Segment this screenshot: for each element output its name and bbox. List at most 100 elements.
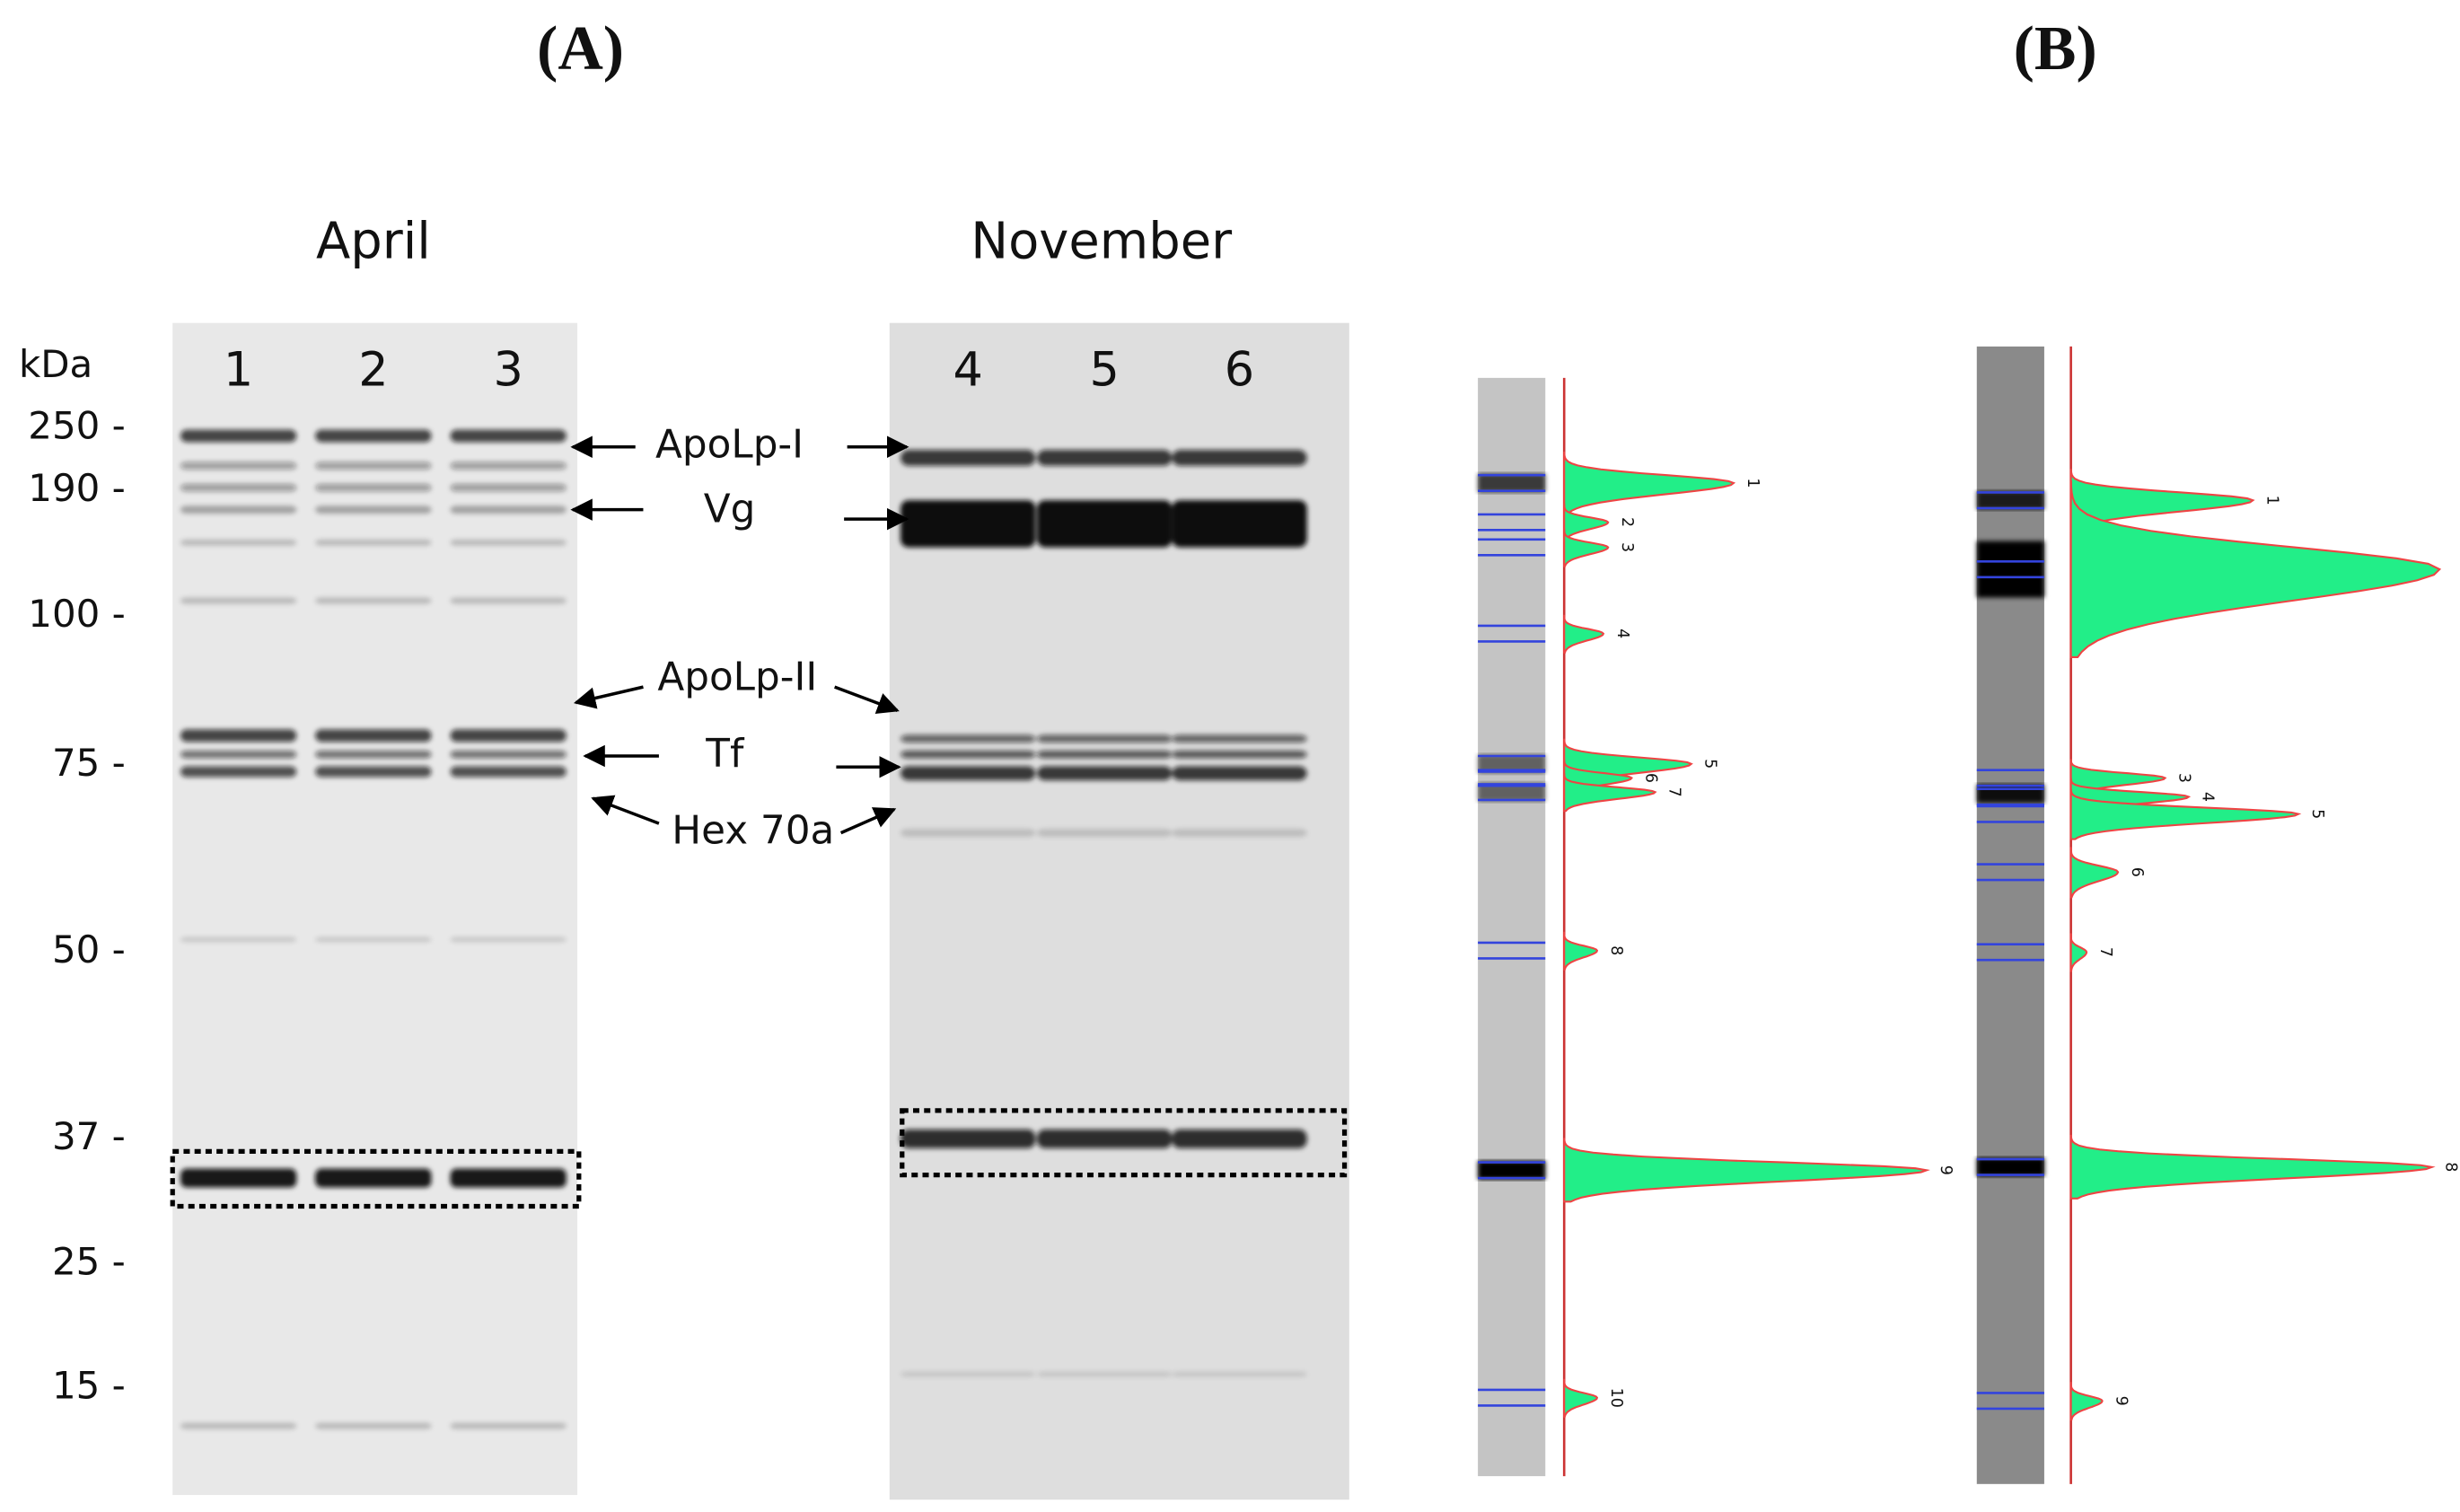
band <box>180 429 297 443</box>
peak-label: 1 <box>1744 478 1762 488</box>
peak <box>1563 773 1657 813</box>
strip-band <box>1976 784 2044 804</box>
lane-label: 4 <box>953 343 983 398</box>
band <box>450 539 567 546</box>
peak <box>2069 788 2302 840</box>
gel <box>889 322 1349 1500</box>
highlight-box <box>170 1148 582 1209</box>
band <box>180 539 297 546</box>
lane-strip <box>1976 346 2044 1484</box>
marker-label: 250 - <box>28 403 125 447</box>
band <box>1172 766 1307 781</box>
band <box>901 766 1036 781</box>
band <box>450 750 567 759</box>
lane-strip <box>1478 377 1546 1477</box>
peak <box>1563 931 1599 971</box>
peak <box>2069 1134 2436 1200</box>
band <box>1037 829 1173 837</box>
band <box>315 1168 432 1188</box>
band <box>315 483 432 492</box>
band <box>450 462 567 470</box>
peak-label: 4 <box>1613 629 1631 638</box>
peak-label: 4 <box>2199 792 2217 802</box>
band <box>180 936 297 943</box>
unit-label: kDa <box>19 342 92 386</box>
peak <box>1563 614 1605 654</box>
peak-label: 1 <box>2262 496 2280 505</box>
lane-label: 2 <box>358 343 388 398</box>
marker-label: 37 - <box>52 1114 126 1158</box>
peak <box>2069 480 2442 658</box>
peak <box>2069 933 2088 972</box>
band <box>1037 750 1173 759</box>
gel-title: April <box>316 212 431 270</box>
peak <box>1563 1378 1599 1418</box>
band <box>315 505 432 514</box>
band <box>180 750 297 759</box>
band <box>450 429 567 443</box>
marker-label: 190 - <box>28 466 125 510</box>
band <box>901 1129 1036 1148</box>
peak-label: 7 <box>2096 947 2114 957</box>
band <box>901 734 1036 743</box>
band <box>1172 450 1307 466</box>
strip-band <box>1976 541 2044 598</box>
gel-title: November <box>971 212 1232 270</box>
band <box>1037 1129 1173 1148</box>
band <box>315 766 432 778</box>
marker-label: 75 - <box>52 741 126 785</box>
peak-label: 9 <box>1937 1165 1955 1175</box>
peak-label: 9 <box>2113 1396 2131 1406</box>
band <box>1172 829 1307 837</box>
band <box>1037 766 1173 781</box>
panel-label: (A) <box>537 14 624 84</box>
band <box>180 766 297 778</box>
marker-label: 100 - <box>28 592 125 636</box>
strip-band <box>1976 490 2044 510</box>
peak <box>2069 1382 2104 1421</box>
protein-label: Hex 70a <box>672 808 834 854</box>
band <box>180 1168 297 1188</box>
peak-label: 5 <box>2308 809 2326 819</box>
peak-label: 3 <box>2174 773 2192 783</box>
band <box>901 1371 1036 1377</box>
peak <box>2069 847 2120 899</box>
band <box>180 462 297 470</box>
band <box>315 429 432 443</box>
peak-label: 5 <box>1701 759 1719 769</box>
panel-label: (B) <box>2014 14 2097 84</box>
protein-label: Tf <box>705 731 745 777</box>
peak <box>1563 528 1610 567</box>
strip-band <box>1478 1160 1546 1180</box>
strip-band <box>1976 1157 2044 1177</box>
lane-label: 3 <box>494 343 523 398</box>
gel <box>172 322 578 1496</box>
strip-band <box>1478 782 1546 802</box>
band <box>315 462 432 470</box>
marker-label: 15 - <box>52 1364 126 1408</box>
band <box>450 766 567 778</box>
band <box>450 1422 567 1429</box>
band <box>450 729 567 743</box>
peak-label: 7 <box>1665 787 1683 797</box>
marker-label: 50 - <box>52 927 126 971</box>
band <box>1037 500 1173 548</box>
band <box>450 597 567 604</box>
band <box>450 505 567 514</box>
strip-band <box>1478 473 1546 493</box>
band <box>450 936 567 943</box>
band <box>180 483 297 492</box>
band <box>315 936 432 943</box>
lane-label: 5 <box>1090 343 1120 398</box>
band <box>180 1422 297 1429</box>
protein-label: ApoLp-II <box>657 654 817 699</box>
band <box>180 505 297 514</box>
arrows <box>570 435 909 835</box>
peak <box>1563 1138 1930 1203</box>
band <box>1172 1371 1307 1377</box>
protein-label: ApoLp-I <box>655 422 804 468</box>
band <box>315 729 432 743</box>
protein-label: Vg <box>704 486 756 532</box>
band <box>315 750 432 759</box>
peak-label: 6 <box>2128 867 2146 877</box>
